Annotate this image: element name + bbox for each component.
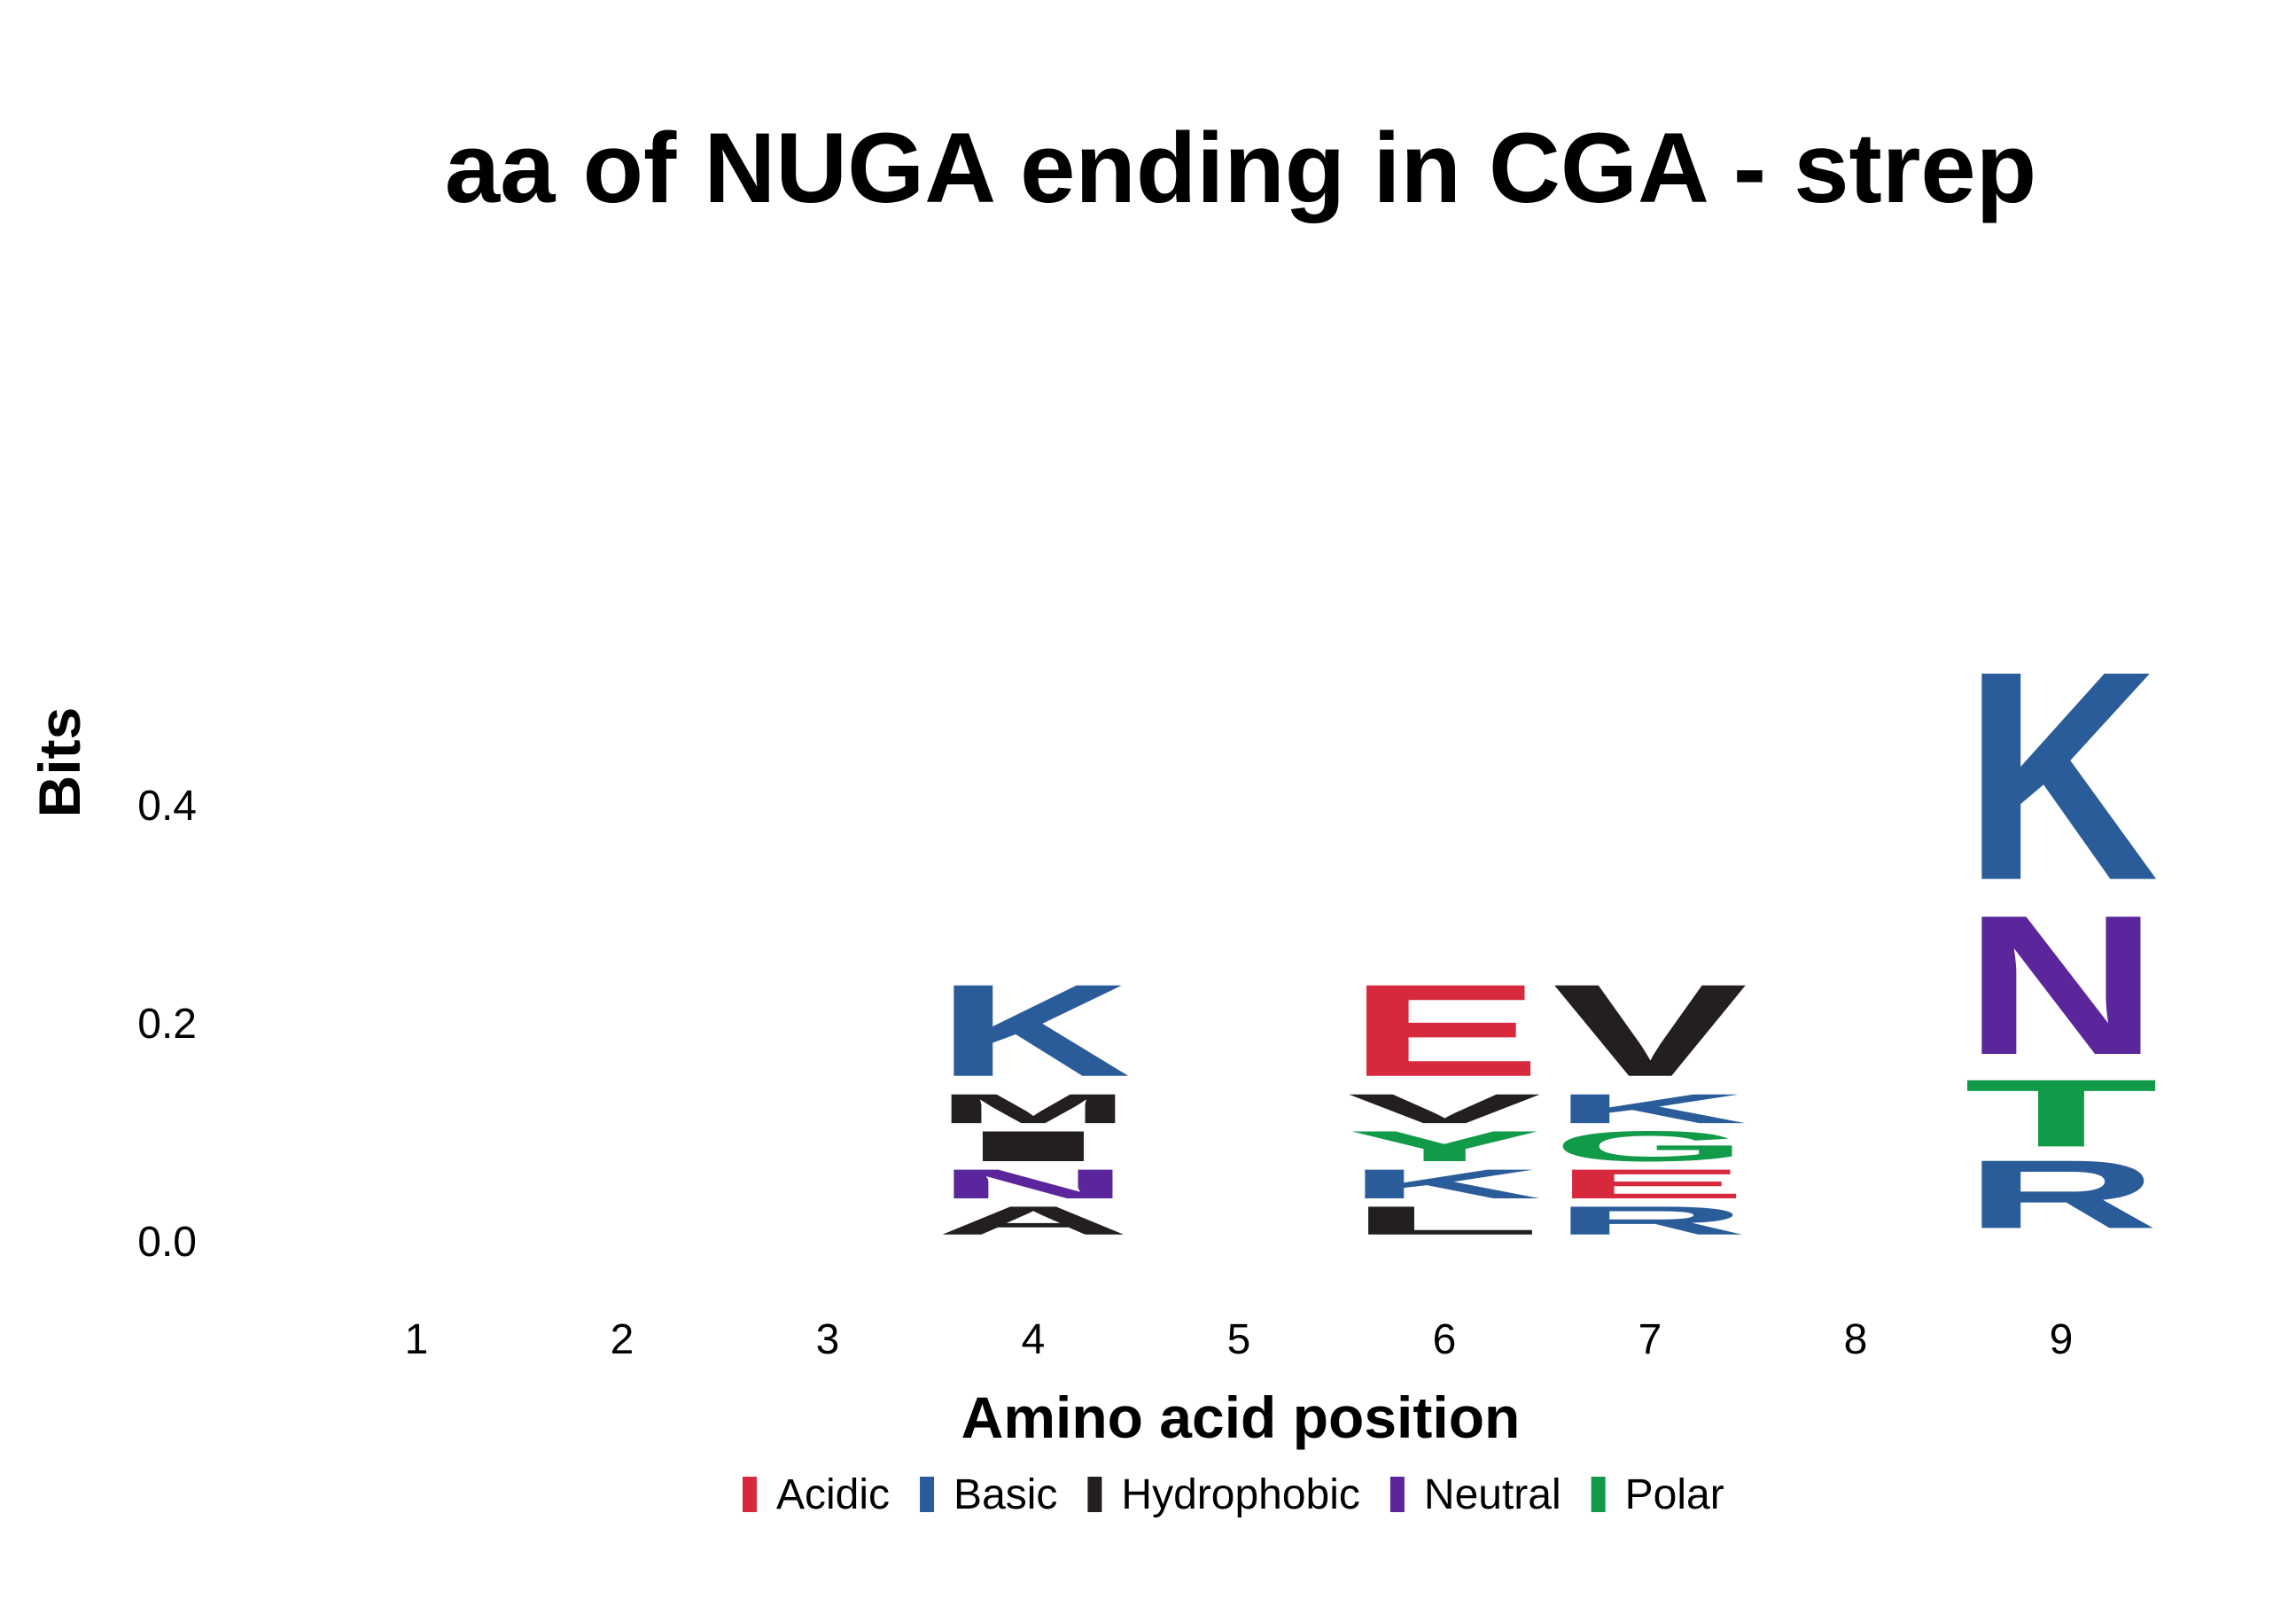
logo-letter-g-pos7: G (1553, 1122, 1747, 1170)
logo-letter-i-pos4: I (936, 1122, 1131, 1170)
x-tick-label: 6 (1433, 1316, 1457, 1363)
logo-letter-k-pos6: K (1347, 1161, 1542, 1208)
x-axis-label: Amino acid position (961, 1384, 1521, 1450)
logo-letter-n-pos4: N (936, 1161, 1131, 1208)
x-tick-label: 1 (405, 1316, 429, 1363)
logo-letter-m-pos4: M (936, 1086, 1131, 1133)
y-axis-label: Bits (27, 707, 92, 818)
x-tick-label: 8 (1844, 1316, 1868, 1363)
legend-swatch-neutral (1389, 1477, 1405, 1512)
x-tick-label: 5 (1227, 1316, 1251, 1363)
x-axis-ticks: 1 2 3 4 5 6 7 8 9 (405, 1316, 2074, 1363)
logo-letter-k-pos9: K (1964, 610, 2159, 943)
y-tick-label: 0.0 (137, 1219, 197, 1266)
logo-letter-v-pos6: V (1347, 1086, 1542, 1133)
legend-label-acidic: Acidic (776, 1471, 890, 1518)
legend-label-polar: Polar (1625, 1471, 1724, 1518)
logo-letter-e-pos7: E (1553, 1160, 1747, 1207)
legend-swatch-hydrophobic (1087, 1477, 1102, 1512)
chart-title: aa of NUGA ending in CGA - strep (445, 113, 2036, 223)
logo-letter-r-pos7: R (1553, 1198, 1747, 1244)
logo-letter-k-pos7: K (1553, 1086, 1747, 1133)
y-tick-label: 0.2 (137, 1001, 197, 1048)
legend-swatch-polar (1591, 1477, 1606, 1512)
logo-letter-v-pos7: V (1553, 957, 1747, 1104)
x-tick-label: 4 (1022, 1316, 1046, 1363)
legend-label-neutral: Neutral (1424, 1471, 1561, 1518)
legend: Acidic Basic Hydrophobic Neutral Polar (743, 1471, 1724, 1518)
y-axis-ticks: 0.0 0.2 0.4 (137, 783, 197, 1266)
logo-letter-l-pos6: L (1347, 1198, 1542, 1244)
x-tick-label: 7 (1638, 1316, 1662, 1363)
legend-swatch-basic (920, 1477, 935, 1512)
x-tick-label: 9 (2050, 1316, 2074, 1363)
logo-letter-t-pos9: T (1964, 1060, 2159, 1167)
x-tick-label: 2 (611, 1316, 634, 1363)
legend-label-basic: Basic (953, 1471, 1057, 1518)
logo-letter-k-pos4: K (936, 956, 1131, 1104)
logo-letter-a-pos4: A (936, 1198, 1131, 1244)
logo-letter-e-pos6: E (1347, 957, 1542, 1104)
y-tick-label: 0.4 (137, 783, 197, 830)
logo-letter-y-pos6: Y (1347, 1122, 1542, 1170)
legend-label-hydrophobic: Hydrophobic (1121, 1471, 1359, 1518)
logo-letter-r-pos9: R (1964, 1140, 2159, 1249)
x-tick-label: 3 (816, 1316, 840, 1363)
legend-swatch-acidic (743, 1477, 757, 1512)
logo-letter-n-pos9: N (1964, 874, 2159, 1096)
